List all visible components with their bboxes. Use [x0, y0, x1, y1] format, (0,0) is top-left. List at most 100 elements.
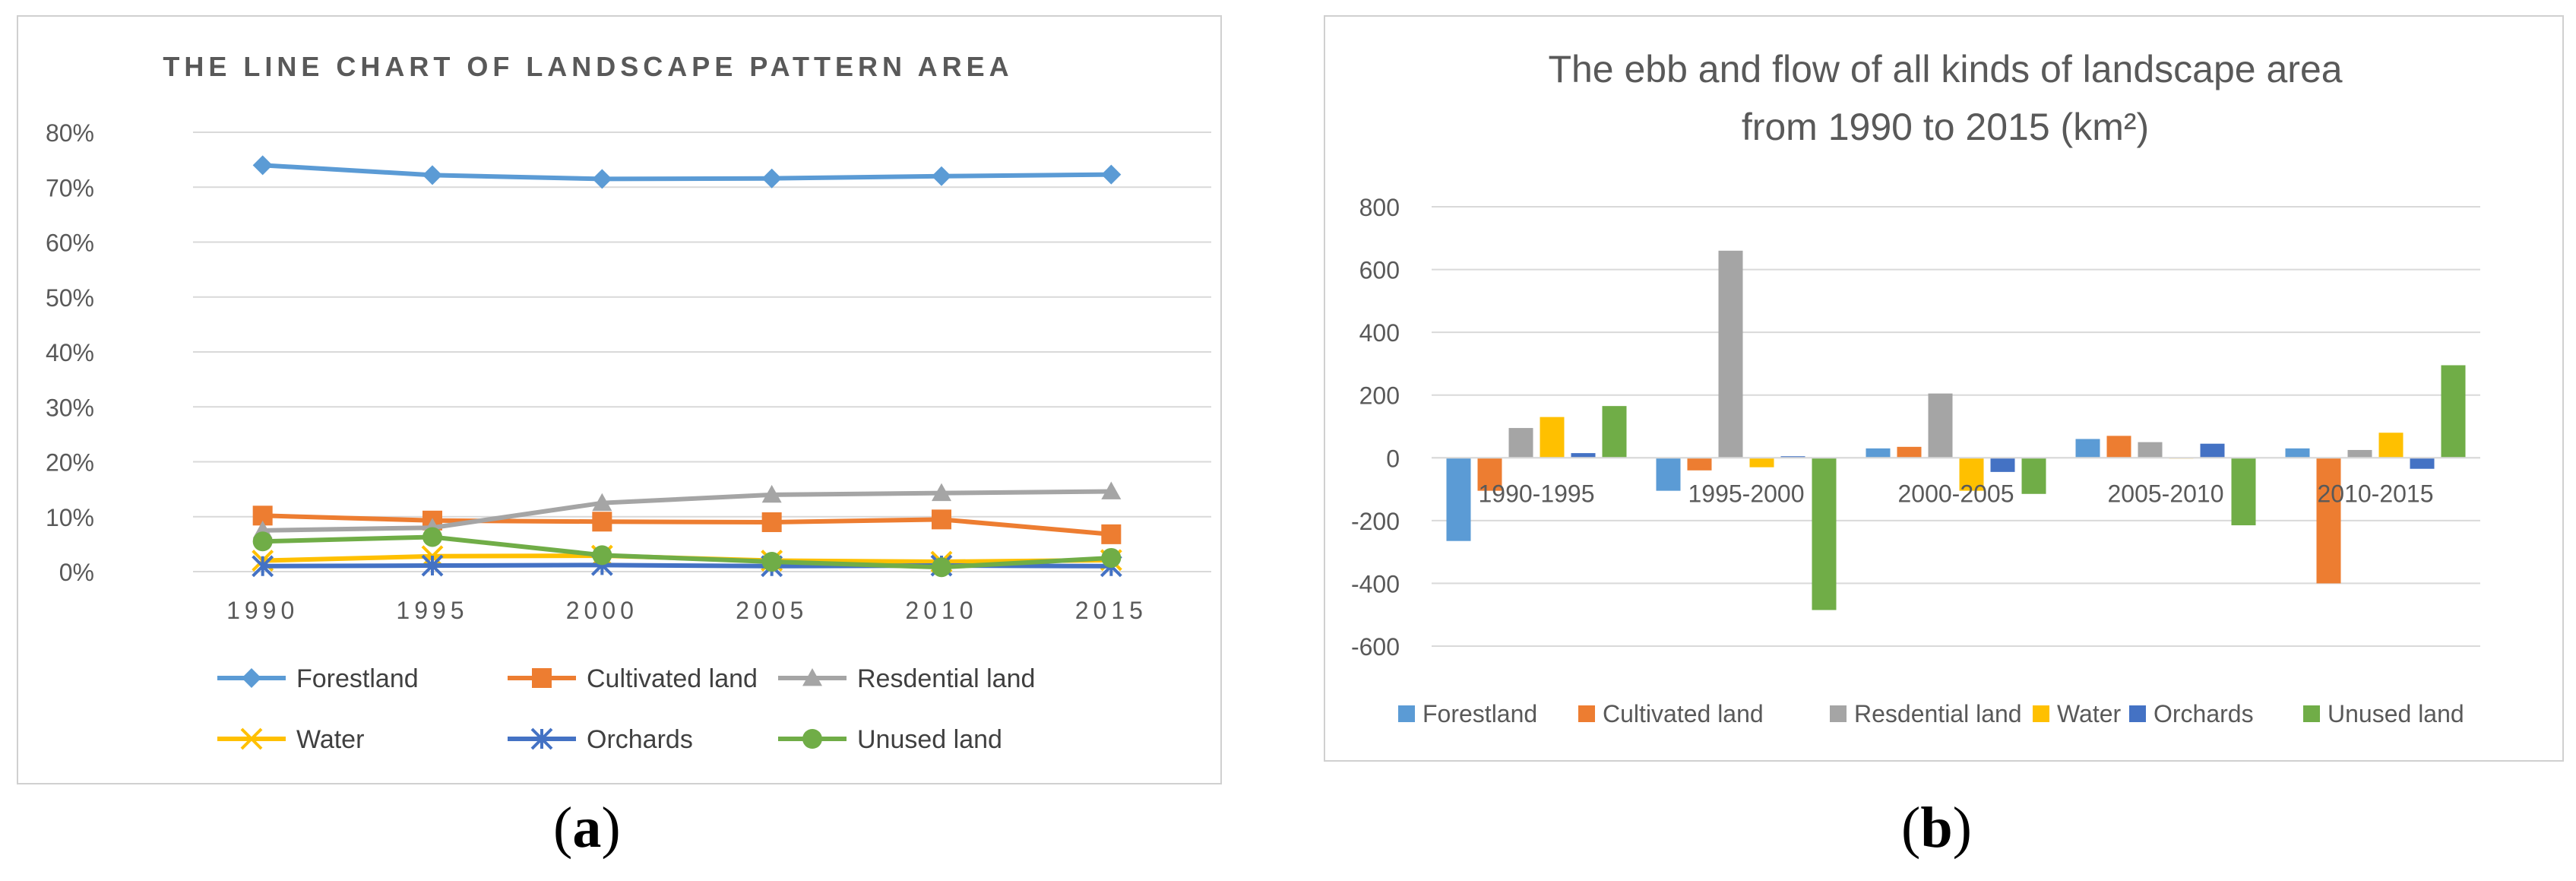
- bar: [2200, 443, 2225, 458]
- legend-swatch: [2303, 705, 2320, 722]
- legend-label: Resdential land: [857, 664, 1035, 693]
- x-tick-label: 1990: [226, 597, 299, 624]
- bar: [1780, 456, 1805, 458]
- bar: [1718, 250, 1743, 458]
- legend-item: Cultivated land: [1578, 700, 1764, 727]
- x-tick-label: 2000-2005: [1897, 480, 2014, 507]
- legend-marker: [530, 727, 553, 750]
- y-tick-label: 200: [1359, 382, 1400, 410]
- legend-item: Cultivated land: [508, 664, 758, 693]
- bar: [1477, 458, 1502, 491]
- bar: [1897, 446, 1922, 458]
- series-line: [262, 534, 1112, 570]
- chart-title: THE LINE CHART OF LANDSCAPE PATTERN AREA: [163, 51, 1013, 82]
- series-resdential-land: [252, 481, 1122, 539]
- y-tick-label: -600: [1351, 633, 1400, 661]
- data-point: [592, 545, 612, 566]
- y-tick-label: 0: [1386, 445, 1400, 472]
- y-tick-label: 800: [1359, 194, 1400, 221]
- data-point: [252, 531, 273, 552]
- bar: [1508, 428, 1533, 458]
- legend-swatch: [1578, 705, 1595, 722]
- legend-item: Resdential land: [778, 664, 1035, 693]
- y-tick-label: 400: [1359, 319, 1400, 347]
- bar: [1812, 458, 1837, 610]
- chart-title: The ebb and flow of all kinds of landsca…: [1548, 48, 2342, 90]
- bar: [2106, 436, 2131, 458]
- bar: [1656, 458, 1681, 491]
- x-tick-label: 2005-2010: [2107, 480, 2223, 507]
- series-line: [262, 513, 1112, 537]
- legend-label: Resdential land: [1854, 700, 2022, 727]
- data-point: [1101, 547, 1122, 568]
- line-chart-panel: THE LINE CHART OF LANDSCAPE PATTERN AREA…: [17, 15, 1222, 784]
- data-point: [932, 166, 951, 186]
- bar: [1928, 393, 1953, 458]
- bar: [2231, 458, 2256, 526]
- data-point: [932, 483, 951, 502]
- bar: [2347, 449, 2372, 458]
- legend-marker: [242, 668, 261, 688]
- data-point: [252, 155, 273, 176]
- data-point: [932, 509, 951, 530]
- legend-label: Unused land: [857, 725, 1002, 754]
- legend-marker: [802, 729, 822, 749]
- legend-marker: [240, 727, 263, 750]
- bar: [2138, 442, 2163, 458]
- legend-item: Water: [2033, 700, 2122, 727]
- y-tick-label: 30%: [46, 394, 94, 421]
- bar: [1571, 453, 1596, 458]
- legend-marker: [532, 668, 552, 688]
- legend-label: Forestland: [1422, 700, 1537, 727]
- y-tick-label: 40%: [46, 339, 94, 366]
- y-tick-label: 60%: [46, 230, 94, 257]
- y-tick-label: 20%: [46, 449, 94, 477]
- bar: [1602, 406, 1627, 458]
- series-line: [262, 489, 1112, 533]
- x-tick-label: 2015: [1075, 597, 1147, 624]
- legend-swatch: [1398, 705, 1415, 722]
- legend-label: Water: [2057, 700, 2122, 727]
- bar: [1749, 458, 1774, 467]
- data-point: [592, 169, 612, 189]
- legend-label: Orchards: [2154, 700, 2254, 727]
- legend-label: Water: [296, 725, 364, 754]
- legend-label: Cultivated land: [1603, 700, 1764, 727]
- legend-item: Forestland: [1398, 700, 1537, 727]
- data-point: [422, 165, 442, 185]
- legend-item: Unused land: [2303, 700, 2464, 727]
- y-tick-label: 600: [1359, 257, 1400, 284]
- legend-item: Forestland: [217, 664, 419, 693]
- bar: [1866, 448, 1891, 458]
- data-point: [761, 512, 782, 532]
- x-tick-label: 2010-2015: [2317, 480, 2433, 507]
- bar: [1990, 458, 2015, 472]
- panel-label-b: (b): [1901, 796, 1972, 860]
- y-tick-label: 70%: [46, 174, 94, 201]
- bar: [1959, 458, 1984, 491]
- series-forestland: [252, 155, 1122, 189]
- legend-label: Forestland: [296, 664, 419, 693]
- x-tick-label: 2010: [905, 597, 977, 624]
- bar: [2316, 458, 2341, 584]
- bar: [2410, 458, 2435, 469]
- y-tick-label: -400: [1351, 570, 1400, 597]
- bar-chart: The ebb and flow of all kinds of landsca…: [1351, 48, 2480, 727]
- series-unused-land: [252, 527, 1122, 578]
- data-point: [761, 551, 782, 572]
- data-point: [592, 493, 612, 512]
- x-tick-label: 2005: [736, 597, 808, 624]
- bar: [1446, 458, 1471, 541]
- legend-label: Unused land: [2328, 700, 2464, 727]
- legend-label: Orchards: [587, 725, 693, 754]
- x-tick-label: 2000: [566, 597, 638, 624]
- data-point: [1101, 164, 1122, 185]
- legend-item: Water: [217, 725, 364, 754]
- bar: [2075, 439, 2100, 458]
- bar: [2441, 365, 2466, 458]
- legend-marker: [802, 668, 822, 686]
- chart-subtitle: from 1990 to 2015 (km²): [1742, 106, 2149, 148]
- y-tick-label: 10%: [46, 504, 94, 531]
- x-tick-label: 1990-1995: [1478, 480, 1594, 507]
- legend-label: Cultivated land: [587, 664, 758, 693]
